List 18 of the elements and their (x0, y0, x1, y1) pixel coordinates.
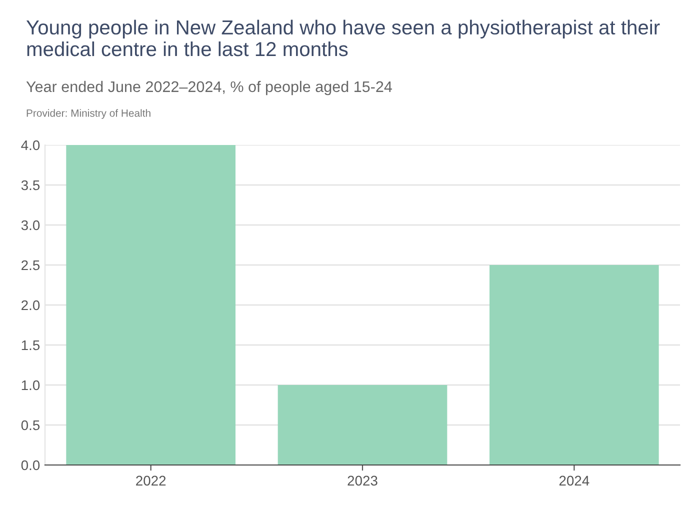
y-tick-label: 4.0 (21, 140, 40, 150)
y-tick-label: 3.5 (21, 180, 40, 190)
bar (490, 265, 659, 465)
text: Provider: Ministry of Health (26, 109, 150, 119)
x-tick-label: 2022 (136, 476, 166, 486)
y-tick-label: 1.5 (22, 340, 40, 350)
bar (278, 385, 448, 465)
chart-subtitle: Year ended June 2022–2024, % of people aged 15-24 (26, 80, 392, 96)
x-tick-label: 2023 (348, 476, 378, 486)
y-tick-label: 0.5 (21, 420, 40, 430)
y-tick-label: 3.0 (21, 220, 40, 230)
y-tick-label: 1.0 (22, 380, 40, 390)
y-tick-label: 2.0 (22, 300, 40, 310)
y-tick-label: 0.0 (21, 460, 40, 470)
chart-title: Young people in New Zealand who have seen a physiotherapist at their medical centre in the last 12 months (26, 20, 660, 56)
x-tick-label: 2024 (559, 476, 590, 486)
bar (66, 145, 236, 465)
y-tick-label: 2.5 (22, 260, 40, 270)
